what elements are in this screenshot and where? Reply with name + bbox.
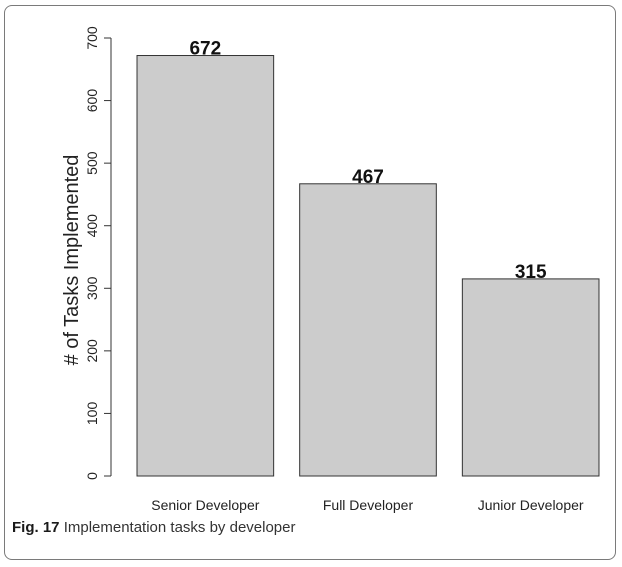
category-label: Senior Developer (151, 497, 260, 513)
y-tick-label: 300 (84, 276, 100, 300)
y-tick-label: 700 (84, 26, 100, 50)
category-labels: Senior Developer Full Developer Junior Dev… (151, 497, 584, 513)
y-axis: 0 100 200 300 400 500 600 700 (84, 26, 112, 480)
y-tick-label: 400 (84, 214, 100, 238)
y-tick-label: 0 (84, 472, 100, 480)
y-tick-label: 600 (84, 89, 100, 113)
bars (136, 55, 600, 477)
data-label: 467 (352, 167, 384, 188)
y-axis-title: # of Tasks Implemented (61, 155, 83, 366)
category-label: Full Developer (323, 497, 414, 513)
bar (461, 278, 600, 477)
bar (299, 183, 437, 477)
caption-label: Fig. 17 (12, 519, 60, 536)
figure-caption: Fig. 17 Implementation tasks by develope… (12, 519, 295, 536)
y-tick-label: 200 (84, 339, 100, 363)
data-label: 672 (189, 39, 221, 60)
category-label: Junior Developer (478, 497, 584, 513)
y-tick-label: 100 (84, 402, 100, 426)
value-labels: 672 467 315 (189, 39, 546, 283)
caption-text: Implementation tasks by developer (63, 519, 296, 536)
bar (136, 55, 275, 477)
y-tick-label: 500 (84, 151, 100, 175)
data-label: 315 (515, 262, 547, 283)
